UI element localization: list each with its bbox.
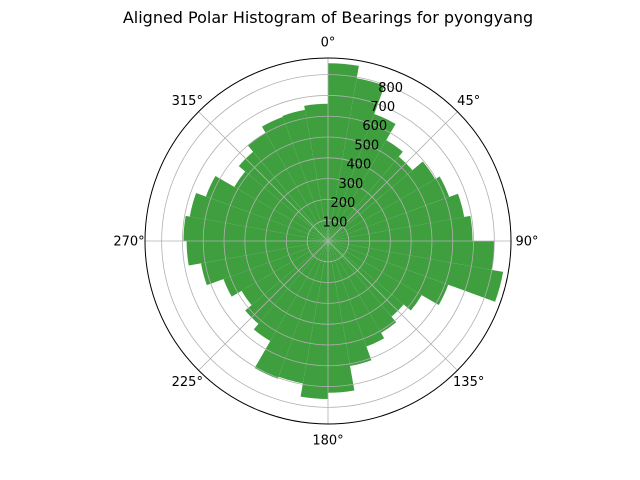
grid-spoke-5 [198, 240, 329, 371]
bar-28 [189, 192, 328, 241]
r-label-6: 700 [370, 100, 395, 115]
bar-0 [328, 63, 359, 242]
bar-6 [328, 176, 450, 241]
bar-23 [241, 241, 328, 306]
bar-27 [183, 215, 328, 241]
bar-26 [186, 241, 328, 266]
bar-24 [223, 241, 328, 297]
theta-label-5: 225° [172, 375, 203, 390]
bar-19 [278, 241, 328, 384]
bar-8 [328, 215, 473, 241]
bar-1 [328, 78, 385, 241]
theta-label-6: 270° [113, 235, 144, 250]
bar-14 [328, 241, 397, 333]
bar-25 [201, 241, 328, 286]
theta-label-7: 315° [172, 94, 203, 109]
grid-spoke-7 [198, 111, 329, 242]
bar-11 [328, 241, 449, 305]
bar-35 [304, 103, 328, 241]
bar-5 [328, 161, 436, 241]
bar-16 [328, 241, 372, 366]
bar-30 [234, 171, 328, 241]
r-label-4: 500 [354, 138, 379, 153]
theta-label-2: 90° [515, 235, 538, 250]
bar-18 [300, 241, 328, 400]
grid-group [145, 58, 511, 424]
bar-17 [328, 241, 355, 393]
r-label-7: 800 [378, 81, 403, 96]
r-label-5: 600 [362, 119, 387, 134]
theta-label-0: 0° [321, 36, 336, 51]
bar-7 [328, 193, 465, 241]
bar-20 [254, 241, 328, 379]
bar-10 [328, 241, 504, 302]
grid-spoke-1 [327, 111, 458, 242]
r-label-1: 200 [331, 196, 356, 211]
bar-15 [328, 241, 385, 347]
radial-tick-labels: 100 200 300 400 500 600 700 800 [323, 81, 404, 230]
grid-spoke-3 [327, 240, 458, 371]
chart-title: Aligned Polar Histogram of Bearings for … [123, 8, 533, 27]
bar-33 [261, 116, 328, 241]
r-label-0: 100 [323, 215, 348, 230]
theta-label-1: 45° [457, 94, 480, 109]
theta-tick-labels: 0° 45° 90° 135° 180° 225° 270° 315° [113, 36, 538, 449]
bar-3 [328, 140, 403, 241]
r-label-3: 400 [346, 158, 371, 173]
bar-12 [328, 241, 422, 311]
bar-2 [328, 113, 396, 241]
bar-32 [247, 132, 328, 241]
theta-label-3: 135° [453, 375, 484, 390]
polar-frame [144, 57, 512, 425]
theta-label-4: 180° [312, 434, 343, 449]
r-label-2: 300 [338, 177, 363, 192]
